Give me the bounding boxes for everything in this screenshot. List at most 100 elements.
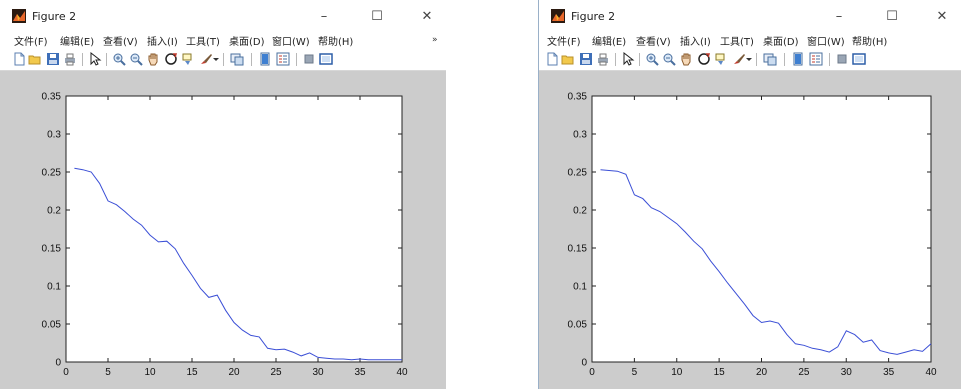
data-cursor-icon[interactable] [181, 52, 195, 66]
line-chart[interactable]: 0 5 10 15 20 25 30 35 40 0 0.05 0.1 0.15 0.2 0.25 0.3 0.… [539, 71, 961, 389]
legend-icon[interactable] [809, 52, 823, 66]
menu-tools[interactable]: 工具(T) [186, 37, 220, 48]
colorbar-icon[interactable] [791, 52, 805, 66]
link-plot-icon[interactable] [230, 52, 244, 66]
x-tick-label: 15 [714, 367, 726, 378]
zoom-out-icon[interactable] [129, 52, 143, 66]
x-tick-label: 15 [186, 367, 198, 378]
print-icon[interactable] [63, 52, 77, 66]
close-button[interactable]: ✕ [421, 9, 433, 24]
x-tick-label: 35 [883, 367, 895, 378]
edit-plot-arrow-icon[interactable] [621, 52, 635, 66]
print-icon[interactable] [596, 52, 610, 66]
new-figure-icon[interactable] [12, 52, 26, 66]
x-tick-label: 0 [589, 367, 595, 378]
y-tick-label: 0.25 [568, 168, 588, 179]
menu-file[interactable]: 文件(F) [547, 37, 581, 48]
x-tick-label: 40 [925, 367, 937, 378]
window-title: Figure 2 [32, 10, 77, 23]
toolbar-separator [639, 53, 640, 66]
data-cursor-icon[interactable] [714, 52, 728, 66]
show-plot-tools-icon[interactable] [319, 52, 333, 66]
toolbar-separator [82, 53, 83, 66]
hide-plot-tools-icon[interactable] [835, 52, 849, 66]
window-title: Figure 2 [571, 10, 616, 23]
menu-desktop[interactable]: 桌面(D) [229, 37, 265, 48]
figure-canvas: 0 5 10 15 20 25 30 35 40 0 0.05 0.1 0.15 0.2 0.25 0.3 0.… [539, 71, 961, 389]
x-tick-label: 35 [354, 367, 366, 378]
menu-view[interactable]: 查看(V) [103, 37, 138, 48]
menu-edit[interactable]: 编辑(E) [60, 37, 95, 48]
hide-plot-tools-icon[interactable] [302, 52, 316, 66]
maximize-button[interactable]: ☐ [371, 9, 383, 24]
menu-window[interactable]: 窗口(W) [272, 37, 310, 48]
edit-plot-arrow-icon[interactable] [88, 52, 102, 66]
title-bar[interactable]: Figure 2 – ☐ ✕ [539, 0, 961, 32]
menu-tools[interactable]: 工具(T) [720, 37, 754, 48]
pan-hand-icon[interactable] [146, 52, 160, 66]
toolbar-separator [784, 53, 785, 66]
new-figure-icon[interactable] [545, 52, 559, 66]
y-tick-label: 0.05 [42, 320, 62, 331]
y-tick-label: 0.35 [568, 92, 588, 103]
x-tick-label: 0 [63, 367, 69, 378]
show-plot-tools-icon[interactable] [852, 52, 866, 66]
series-line [600, 169, 932, 355]
dropdown-arrow-icon[interactable] [212, 52, 220, 66]
title-bar[interactable]: Figure 2 – ☐ ✕ [0, 0, 446, 32]
x-tick-label: 10 [671, 367, 683, 378]
save-icon[interactable] [46, 52, 60, 66]
close-button[interactable]: ✕ [936, 9, 948, 24]
menu-window[interactable]: 窗口(W) [807, 37, 845, 48]
matlab-icon [551, 9, 565, 23]
zoom-in-icon[interactable] [645, 52, 659, 66]
figure-toolbar [0, 50, 446, 71]
axes-box [65, 95, 403, 363]
menu-file[interactable]: 文件(F) [14, 37, 48, 48]
axes-box [591, 95, 932, 363]
menu-edit[interactable]: 编辑(E) [592, 37, 627, 48]
legend-icon[interactable] [276, 52, 290, 66]
link-plot-icon[interactable] [763, 52, 777, 66]
figure-window-right: Figure 2 – ☐ ✕ 文件(F) 编辑(E) 查看(V) 插入(I) 工… [538, 0, 961, 389]
pan-hand-icon[interactable] [679, 52, 693, 66]
menu-bar: 文件(F) 编辑(E) 查看(V) 插入(I) 工具(T) 桌面(D) 窗口(W… [539, 32, 961, 49]
open-file-icon[interactable] [561, 52, 575, 66]
toolbar-separator [296, 53, 297, 66]
open-file-icon[interactable] [28, 52, 42, 66]
maximize-button[interactable]: ☐ [886, 9, 898, 24]
series-line [74, 167, 402, 361]
x-tick-label: 10 [144, 367, 156, 378]
zoom-out-icon[interactable] [662, 52, 676, 66]
y-tick-label: 0.05 [568, 320, 588, 331]
minimize-button[interactable]: – [835, 9, 843, 24]
toolbar-separator [615, 53, 616, 66]
dropdown-arrow-icon[interactable] [745, 52, 753, 66]
rotate-3d-icon[interactable] [697, 52, 711, 66]
brush-icon[interactable] [732, 52, 746, 66]
y-tick-label: 0.2 [47, 206, 61, 217]
minimize-button[interactable]: – [320, 9, 328, 24]
menu-overflow-icon[interactable]: » [432, 35, 438, 45]
brush-icon[interactable] [199, 52, 213, 66]
rotate-3d-icon[interactable] [164, 52, 178, 66]
zoom-in-icon[interactable] [112, 52, 126, 66]
x-tick-label: 40 [396, 367, 408, 378]
menu-desktop[interactable]: 桌面(D) [763, 37, 799, 48]
menu-insert[interactable]: 插入(I) [147, 37, 178, 48]
menu-help[interactable]: 帮助(H) [318, 37, 354, 48]
y-tick-label: 0.15 [568, 244, 588, 255]
x-tick-label: 25 [798, 367, 810, 378]
line-chart[interactable]: 0 5 10 15 20 25 30 35 40 0 0.05 0.1 0.15 0.2 0.25 0.3 0.… [0, 71, 446, 389]
x-tick-label: 20 [756, 367, 768, 378]
menu-insert[interactable]: 插入(I) [680, 37, 711, 48]
y-tick-label: 0.1 [573, 282, 587, 293]
save-icon[interactable] [579, 52, 593, 66]
y-tick-label: 0.2 [573, 206, 587, 217]
matlab-icon [12, 9, 26, 23]
colorbar-icon[interactable] [258, 52, 272, 66]
menu-help[interactable]: 帮助(H) [852, 37, 888, 48]
y-tick-label: 0 [581, 358, 587, 369]
menu-view[interactable]: 查看(V) [636, 37, 671, 48]
x-tick-label: 30 [841, 367, 853, 378]
